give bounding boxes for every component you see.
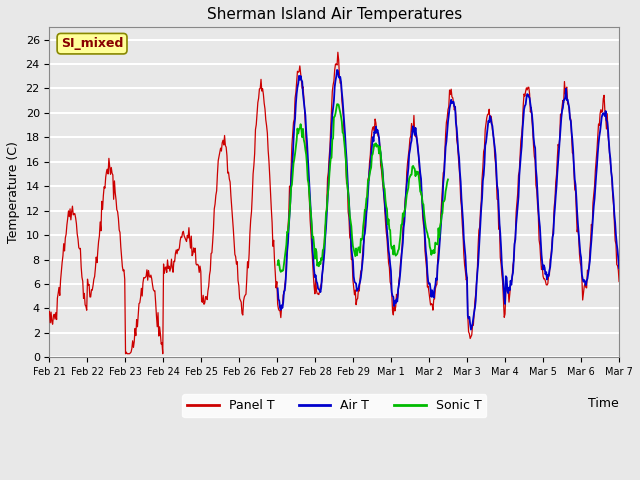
- Legend: Panel T, Air T, Sonic T: Panel T, Air T, Sonic T: [182, 394, 486, 417]
- Text: Time: Time: [588, 397, 619, 410]
- Y-axis label: Temperature (C): Temperature (C): [7, 142, 20, 243]
- Text: SI_mixed: SI_mixed: [61, 37, 124, 50]
- Title: Sherman Island Air Temperatures: Sherman Island Air Temperatures: [207, 7, 462, 22]
